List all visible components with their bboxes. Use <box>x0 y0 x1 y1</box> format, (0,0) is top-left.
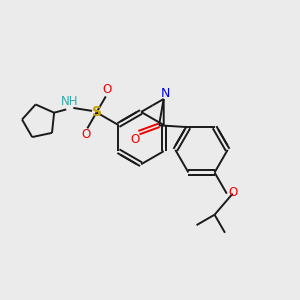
Text: O: O <box>229 186 238 199</box>
Text: NH: NH <box>61 95 79 109</box>
Text: O: O <box>131 133 140 146</box>
Text: S: S <box>92 105 102 119</box>
Text: O: O <box>81 128 91 141</box>
Text: N: N <box>160 87 170 100</box>
Text: O: O <box>103 83 112 96</box>
